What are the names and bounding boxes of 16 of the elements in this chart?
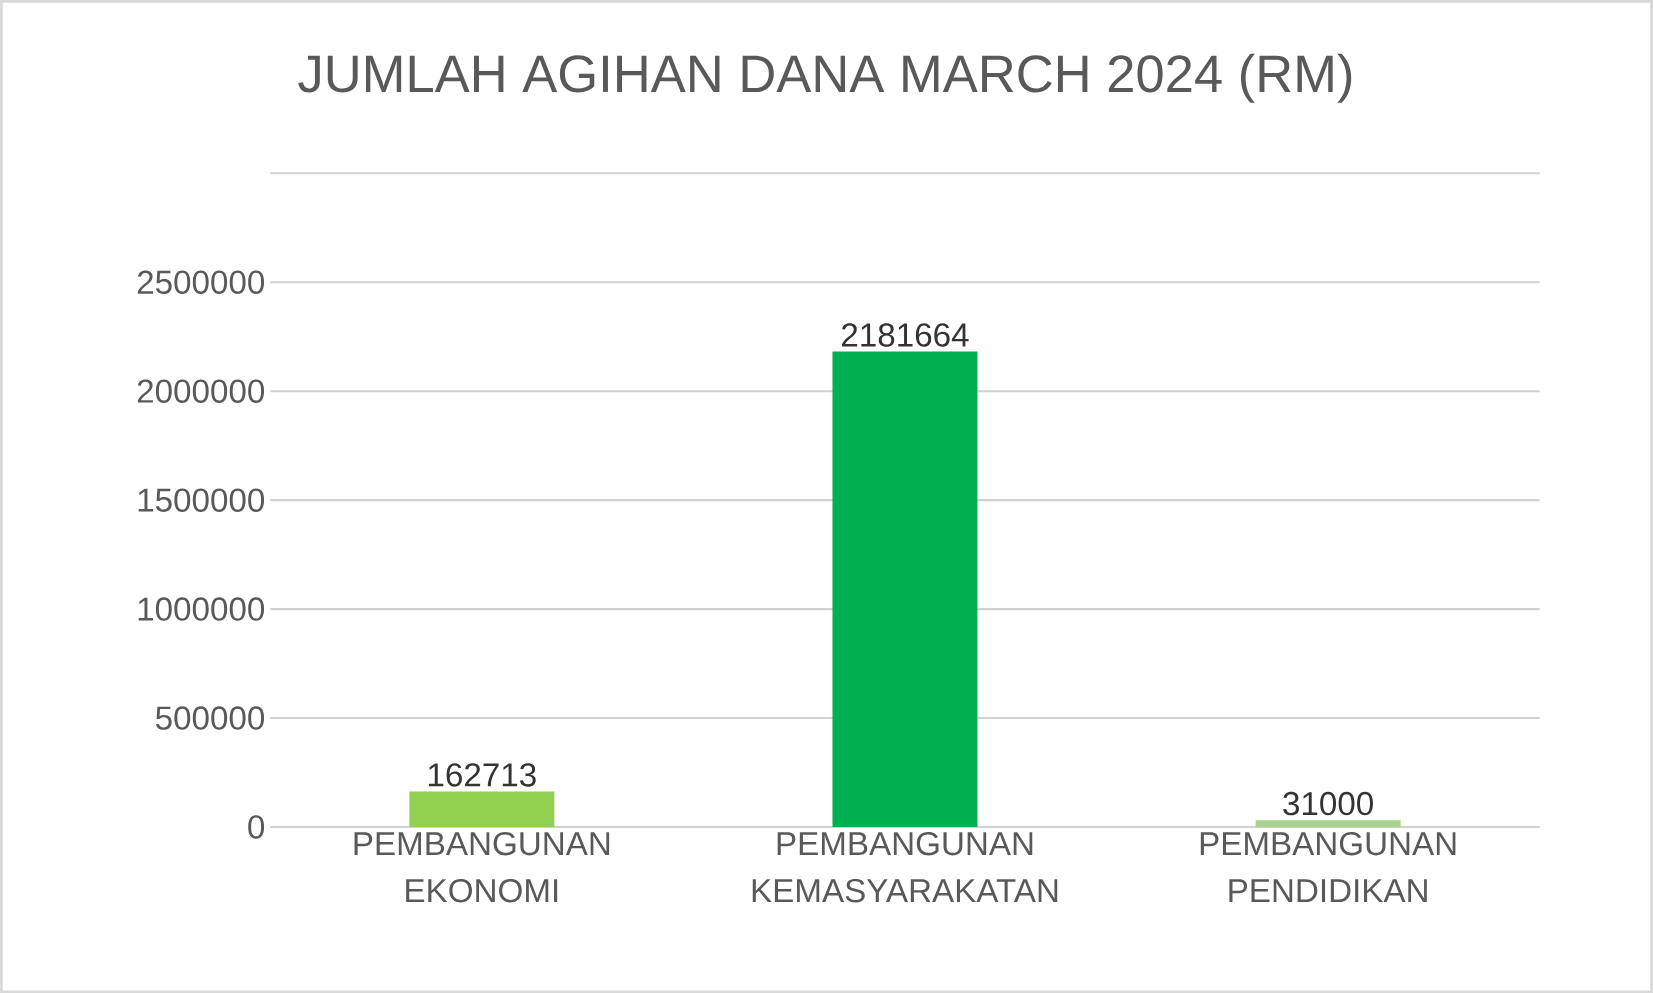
y-tick-label: 0	[248, 815, 265, 839]
y-tick-label: 1000000	[138, 597, 265, 621]
chart-title: JUMLAH AGIHAN DANA MARCH 2024 (RM)	[298, 53, 1352, 103]
y-tick-label: 2500000	[137, 270, 265, 294]
y-tick-label: 500000	[155, 706, 265, 730]
bar	[1255, 820, 1401, 827]
y-tick-label: 2000000	[137, 379, 265, 403]
data-label: 31000	[1283, 791, 1373, 816]
y-tick-label: 1500000	[138, 488, 265, 512]
x-tick-label: PEMBANGUNAN EKONOMI	[354, 831, 610, 903]
x-tick-label: PEMBANGUNAN PENDIDIKAN	[1200, 831, 1456, 902]
x-tick-label: PEMBANGUNAN KEMASYARAKATAN	[752, 831, 1058, 903]
data-label: 162713	[428, 763, 536, 787]
data-label: 2181664	[842, 323, 969, 347]
bar	[409, 791, 555, 827]
bar	[832, 351, 978, 827]
